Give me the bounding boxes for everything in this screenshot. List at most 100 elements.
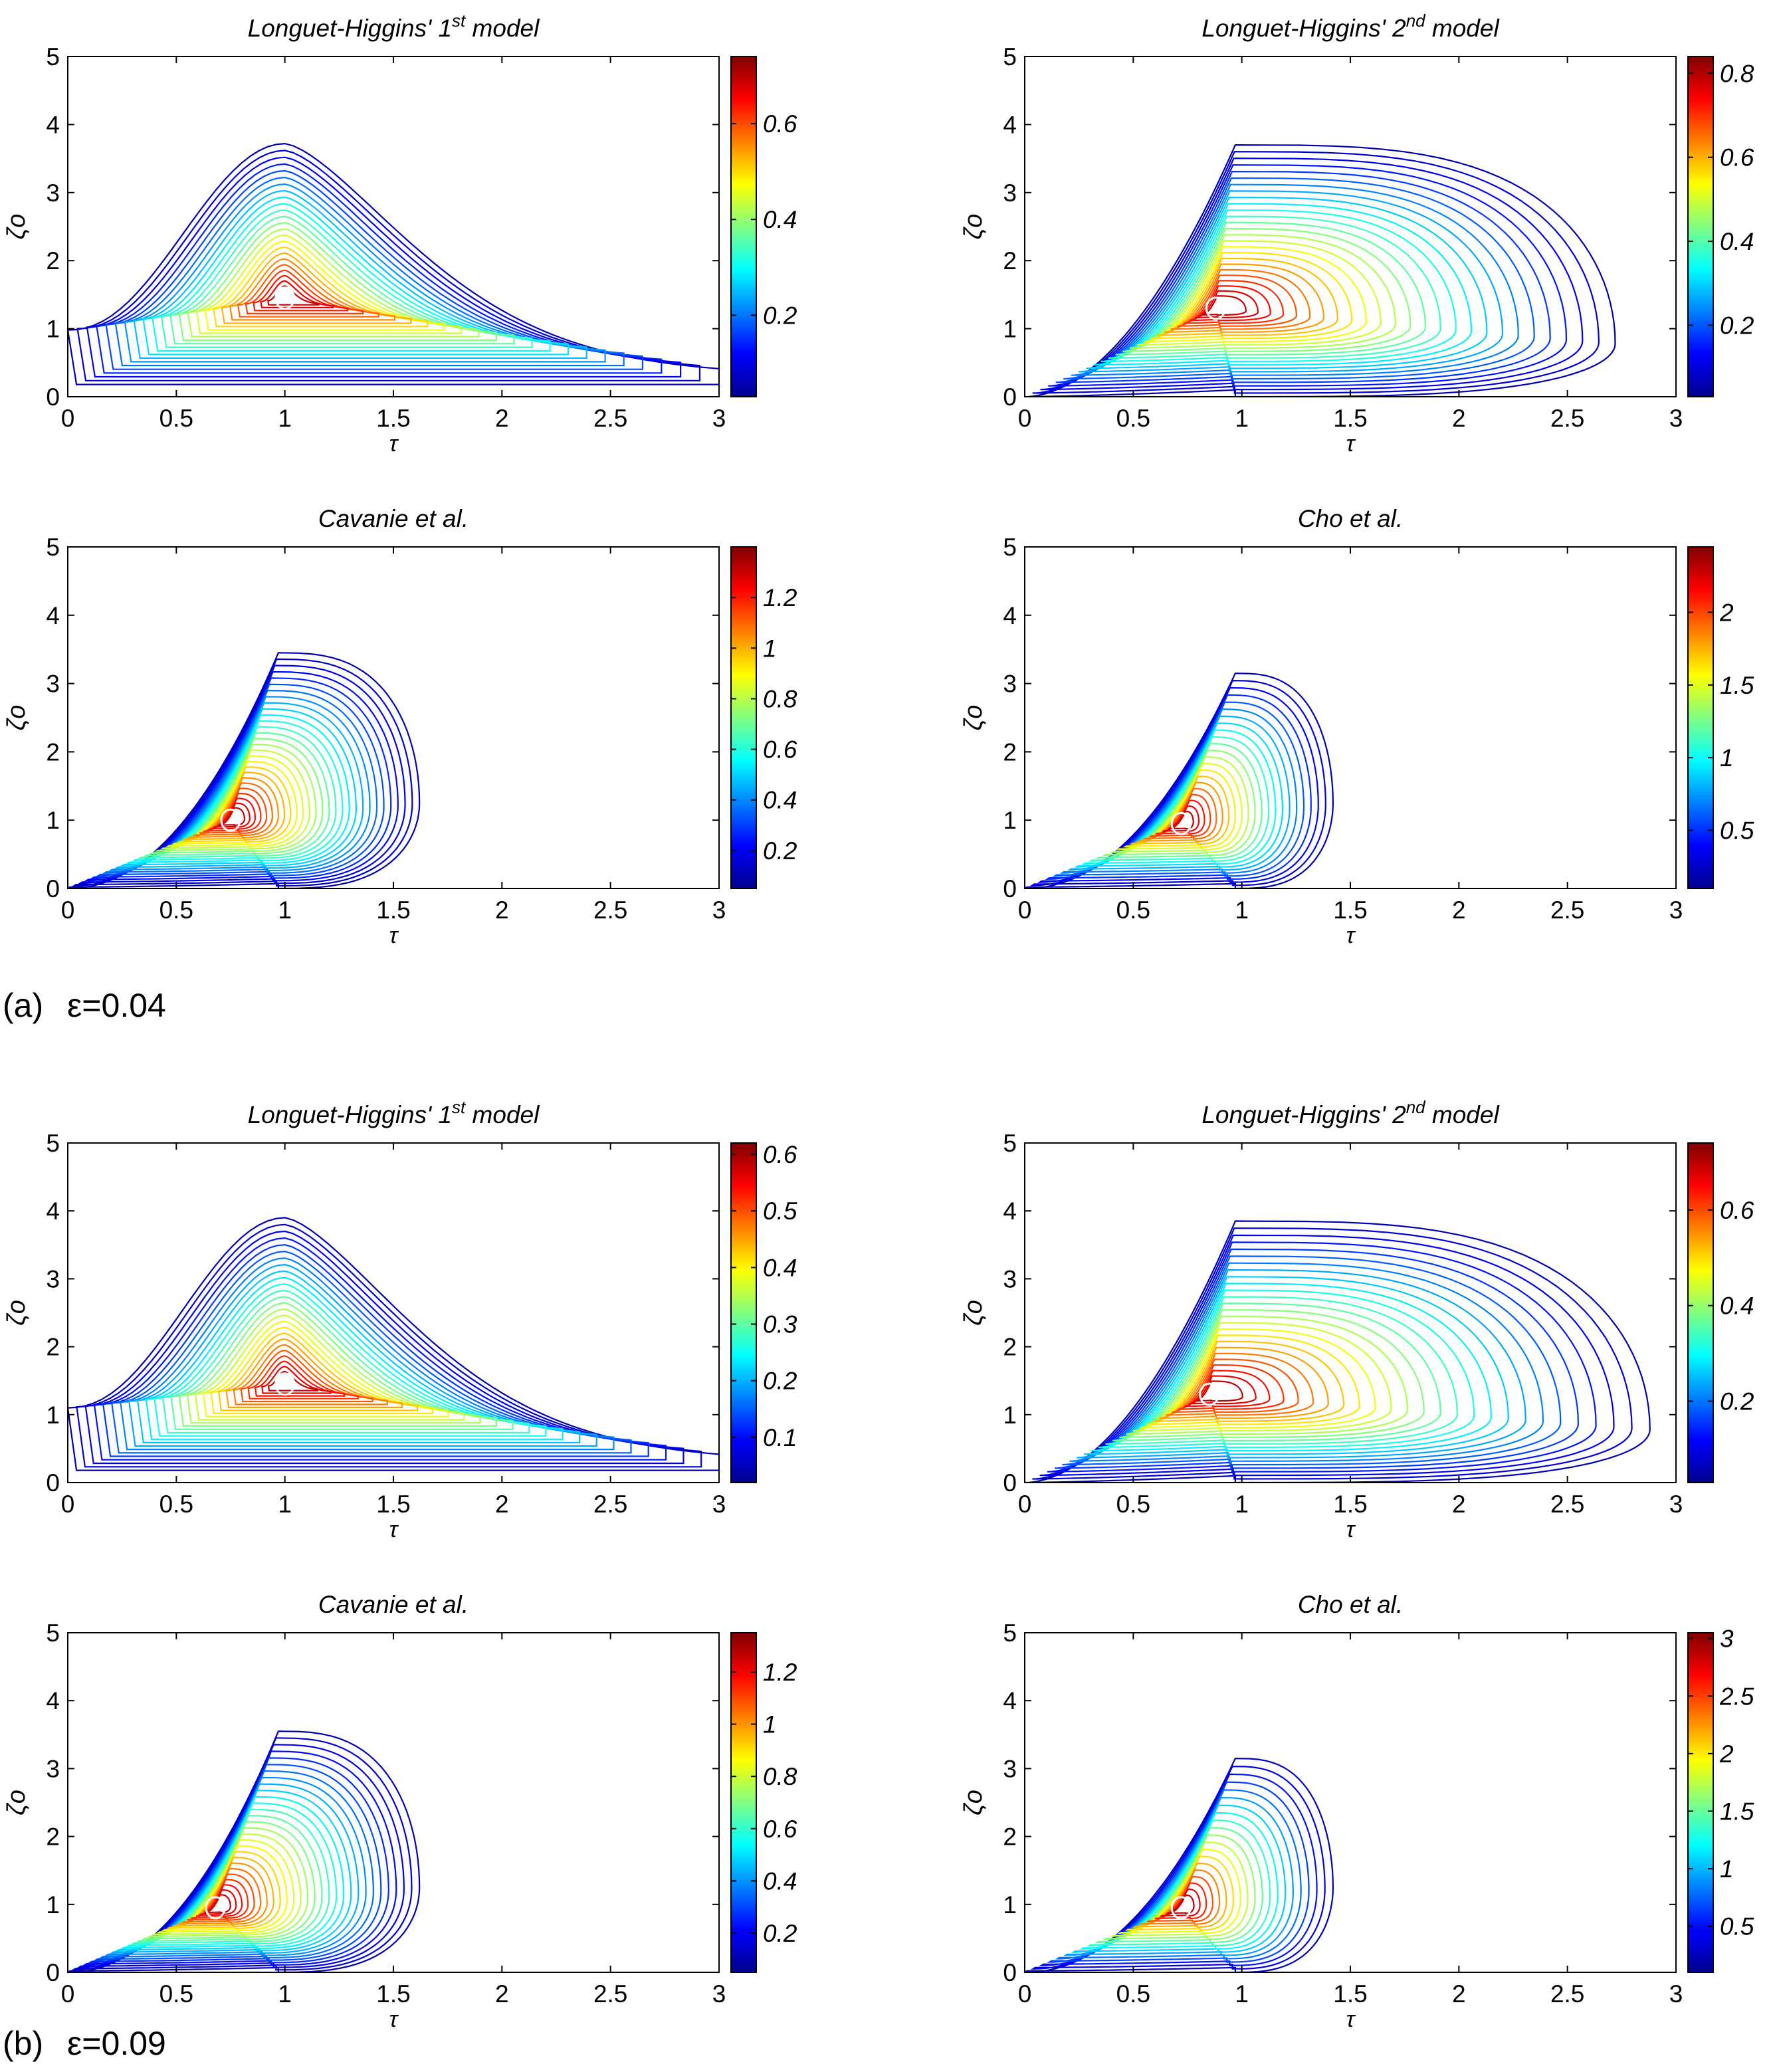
contour-line bbox=[1166, 1352, 1314, 1416]
y-tick-label: 0 bbox=[1003, 875, 1017, 902]
x-tick-label: 3 bbox=[1669, 1491, 1683, 1518]
panel-a-3-ylabel: ζo bbox=[3, 705, 31, 731]
contour-line bbox=[1079, 190, 1504, 373]
x-tick-label: 1.5 bbox=[1333, 1491, 1367, 1518]
contour-line bbox=[133, 189, 587, 359]
contour-line bbox=[1110, 1841, 1249, 1937]
contour-line bbox=[77, 665, 406, 884]
panel-b-3-xlabel: τ bbox=[389, 2007, 399, 2032]
y-tick-label: 3 bbox=[46, 671, 60, 698]
contour-line bbox=[130, 1808, 330, 1945]
contour-line bbox=[1037, 686, 1319, 883]
x-tick-label: 0 bbox=[61, 1980, 75, 2008]
contour-line bbox=[176, 766, 292, 843]
contour-line bbox=[240, 1350, 373, 1403]
colorbar-tick-label: 0.2 bbox=[763, 1368, 797, 1395]
contour-line bbox=[1144, 246, 1367, 343]
contour-line bbox=[1119, 1309, 1425, 1439]
y-tick-label: 4 bbox=[46, 1197, 60, 1225]
colorbar-tick-label: 2 bbox=[1719, 1740, 1734, 1768]
contour-line bbox=[1039, 1234, 1615, 1477]
contour-line bbox=[1081, 729, 1277, 865]
colorbar-tick-label: 0.4 bbox=[1720, 1293, 1754, 1320]
contour-peak bbox=[205, 1896, 226, 1920]
colorbar-tick-label: 0.4 bbox=[763, 206, 797, 233]
y-tick-label: 0 bbox=[46, 875, 60, 902]
contour-line bbox=[1112, 1302, 1441, 1442]
x-tick-label: 0.5 bbox=[1116, 1491, 1150, 1518]
x-tick-label: 0.5 bbox=[159, 1491, 193, 1518]
x-tick-label: 1.5 bbox=[1333, 1980, 1367, 2008]
contour-line bbox=[1084, 1276, 1509, 1455]
panel-a-1-title: Longuet-Higgins' 1st model bbox=[248, 11, 540, 42]
panel-a-4-xlabel: τ bbox=[1346, 923, 1356, 948]
colorbar-tick-label: 0.6 bbox=[763, 736, 797, 764]
contour-line bbox=[186, 1308, 481, 1424]
x-tick-label: 2.5 bbox=[593, 896, 627, 924]
x-tick-label: 1 bbox=[278, 1980, 292, 2008]
contour-line bbox=[1095, 742, 1263, 859]
x-tick-label: 1.5 bbox=[1333, 405, 1367, 432]
contour-line bbox=[154, 744, 317, 852]
contour-line bbox=[170, 1857, 274, 1927]
contour-line bbox=[108, 696, 371, 872]
contour-line bbox=[102, 689, 378, 874]
contour-line bbox=[195, 234, 463, 334]
contour-line bbox=[1025, 1757, 1334, 1972]
panel-b-2-colorbar: 0.2 0.4 0.6 bbox=[1687, 1142, 1754, 1483]
contour-line bbox=[1059, 708, 1298, 874]
x-tick-label: 3 bbox=[712, 1491, 726, 1518]
panel-a-4: Cho et al. 0 0.5 1 1.5 2 2.5 3 0 1 2 3 4 5 τ ζo 0.5 1 1.5 2 bbox=[960, 505, 1754, 948]
y-tick-label: 3 bbox=[1003, 179, 1017, 207]
colorbar-tick-label: 2 bbox=[1719, 599, 1734, 626]
colorbar-tick-label: 0.8 bbox=[763, 685, 797, 712]
x-tick-label: 1 bbox=[1235, 1491, 1249, 1518]
x-tick-label: 0 bbox=[61, 896, 75, 924]
x-tick-label: 1.5 bbox=[376, 1980, 410, 2008]
contour-line bbox=[225, 1338, 403, 1408]
caption-b-label: (b) bbox=[3, 2025, 43, 2062]
y-tick-label: 2 bbox=[46, 247, 60, 274]
contour-line bbox=[1138, 1869, 1221, 1925]
panel-a-1-contours bbox=[68, 142, 719, 385]
contour-line bbox=[267, 1370, 319, 1392]
contour-line bbox=[1025, 1220, 1651, 1483]
panel-b-2-contours bbox=[1025, 1220, 1651, 1483]
colorbar-gradient bbox=[1687, 1632, 1714, 1973]
contour-line bbox=[1074, 722, 1284, 868]
contour-line bbox=[68, 652, 421, 888]
contour-line bbox=[1178, 1364, 1285, 1410]
contour-line bbox=[1166, 1894, 1195, 1915]
colorbar-tick-label: 1.5 bbox=[1720, 672, 1754, 699]
colorbar-tick-label: 0.6 bbox=[763, 110, 797, 138]
colorbar-gradient bbox=[1687, 546, 1714, 889]
contour-line bbox=[120, 1796, 345, 1950]
x-tick-label: 2 bbox=[495, 896, 509, 924]
x-tick-label: 2.5 bbox=[1550, 1980, 1584, 2008]
x-tick-label: 0.5 bbox=[159, 405, 193, 432]
contour-line bbox=[1157, 257, 1338, 336]
x-tick-label: 0 bbox=[61, 405, 75, 432]
contour-line bbox=[143, 732, 330, 857]
y-tick-label: 3 bbox=[1003, 1265, 1017, 1293]
y-tick-label: 4 bbox=[46, 1687, 60, 1714]
contour-line bbox=[1117, 1848, 1241, 1934]
contour-line bbox=[1045, 694, 1312, 881]
y-tick-label: 3 bbox=[46, 179, 60, 207]
contour-line bbox=[1168, 810, 1194, 830]
caption-b: (b) ε=0.09 bbox=[3, 2025, 166, 2062]
contour-line bbox=[1091, 1283, 1493, 1452]
colorbar-tick-label: 0.2 bbox=[763, 302, 797, 329]
contour-line bbox=[1069, 1262, 1544, 1462]
contour-peak bbox=[274, 286, 296, 310]
contour-peak bbox=[220, 808, 241, 832]
contour-line bbox=[1130, 234, 1396, 349]
y-tick-label: 2 bbox=[1003, 1334, 1017, 1361]
contour-line bbox=[198, 1889, 237, 1915]
contour-line bbox=[1063, 177, 1535, 380]
contour-line bbox=[260, 280, 334, 308]
contour-line bbox=[204, 240, 445, 331]
contour-line bbox=[1109, 756, 1249, 853]
x-tick-label: 1.5 bbox=[376, 405, 410, 432]
contour-line bbox=[217, 1332, 419, 1411]
